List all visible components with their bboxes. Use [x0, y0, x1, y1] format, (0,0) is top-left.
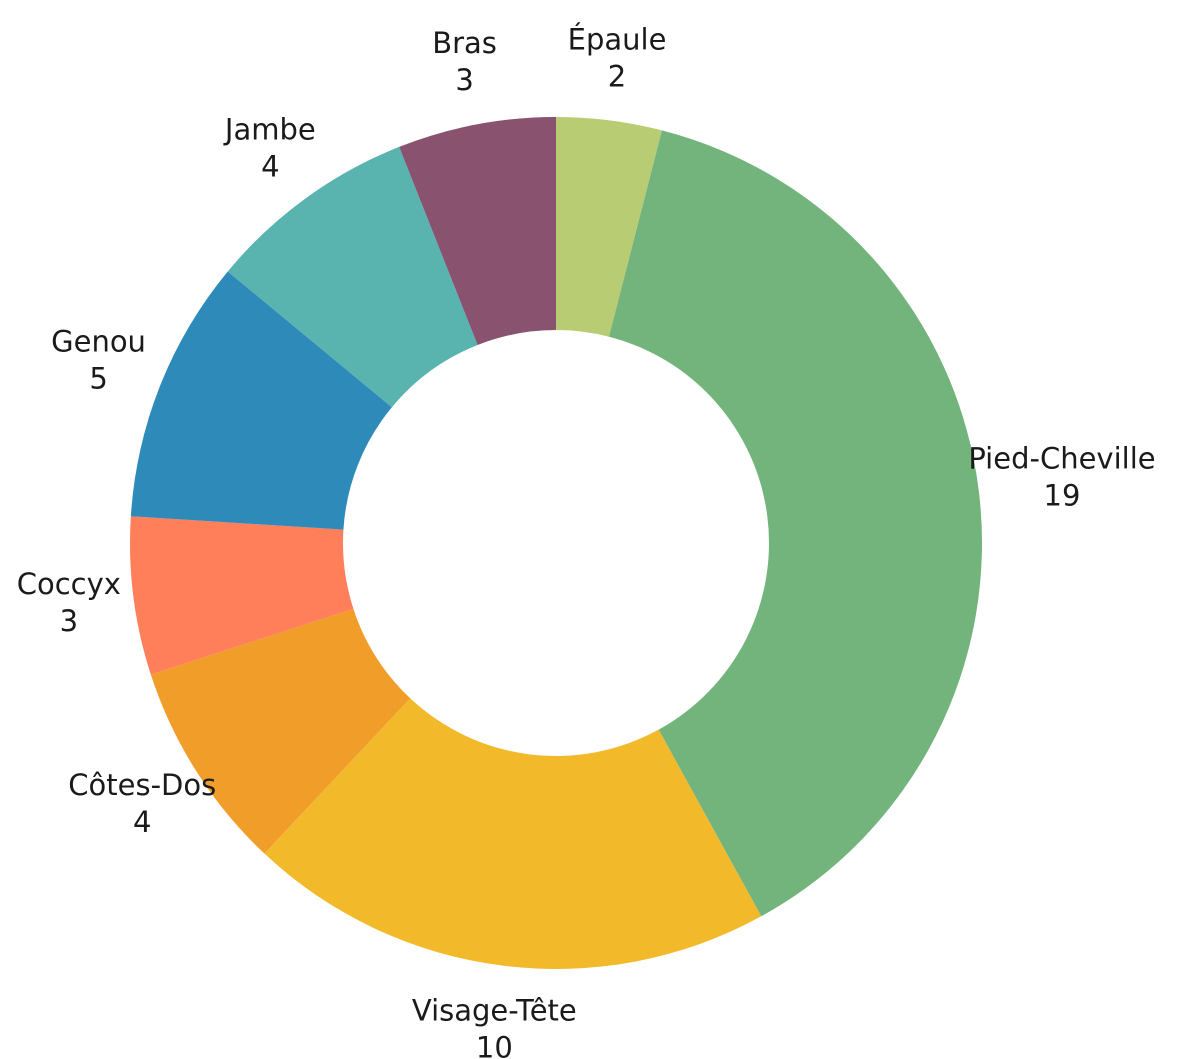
slice-cotes-dos [150, 608, 411, 854]
slice-label-epaule: Épaule [568, 22, 667, 56]
slice-value-bras: 3 [455, 63, 473, 97]
slice-value-cotes-dos: 4 [133, 805, 151, 839]
slice-coccyx [129, 516, 354, 675]
slice-pied-cheville [608, 130, 983, 917]
slice-value-epaule: 2 [608, 59, 626, 93]
slice-label-visage-tete: Visage-Tête [412, 994, 577, 1028]
slice-value-pied-cheville: 19 [1044, 479, 1081, 513]
slice-value-genou: 5 [89, 361, 107, 395]
slice-label-cotes-dos: Côtes-Dos [68, 768, 216, 802]
slice-visage-tete [264, 698, 762, 969]
slices-group [129, 117, 983, 969]
slice-epaule [556, 117, 662, 337]
slice-bras [399, 117, 556, 345]
slice-label-coccyx: Coccyx [17, 567, 121, 601]
slice-value-visage-tete: 10 [476, 1031, 513, 1059]
slice-label-bras: Bras [432, 26, 497, 60]
slice-value-jambe: 4 [261, 149, 279, 183]
slice-value-coccyx: 3 [60, 604, 78, 638]
slice-label-jambe: Jambe [223, 112, 316, 146]
slice-label-pied-cheville: Pied-Cheville [968, 442, 1155, 476]
slice-jambe [227, 146, 478, 408]
slice-genou [130, 271, 392, 530]
slice-label-genou: Genou [51, 324, 146, 358]
